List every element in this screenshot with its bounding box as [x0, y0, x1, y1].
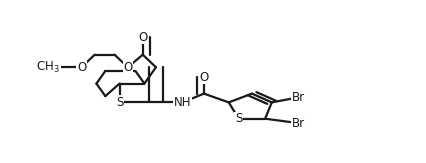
Text: S: S [234, 112, 242, 125]
Text: NH: NH [173, 96, 191, 109]
Text: O: O [199, 71, 208, 84]
Text: S: S [115, 96, 123, 109]
Text: O: O [77, 61, 86, 74]
Text: O: O [123, 61, 132, 74]
Text: Br: Br [291, 91, 304, 104]
Text: CH$_3$: CH$_3$ [36, 60, 60, 75]
Text: O: O [138, 31, 147, 44]
Text: Br: Br [291, 117, 304, 130]
